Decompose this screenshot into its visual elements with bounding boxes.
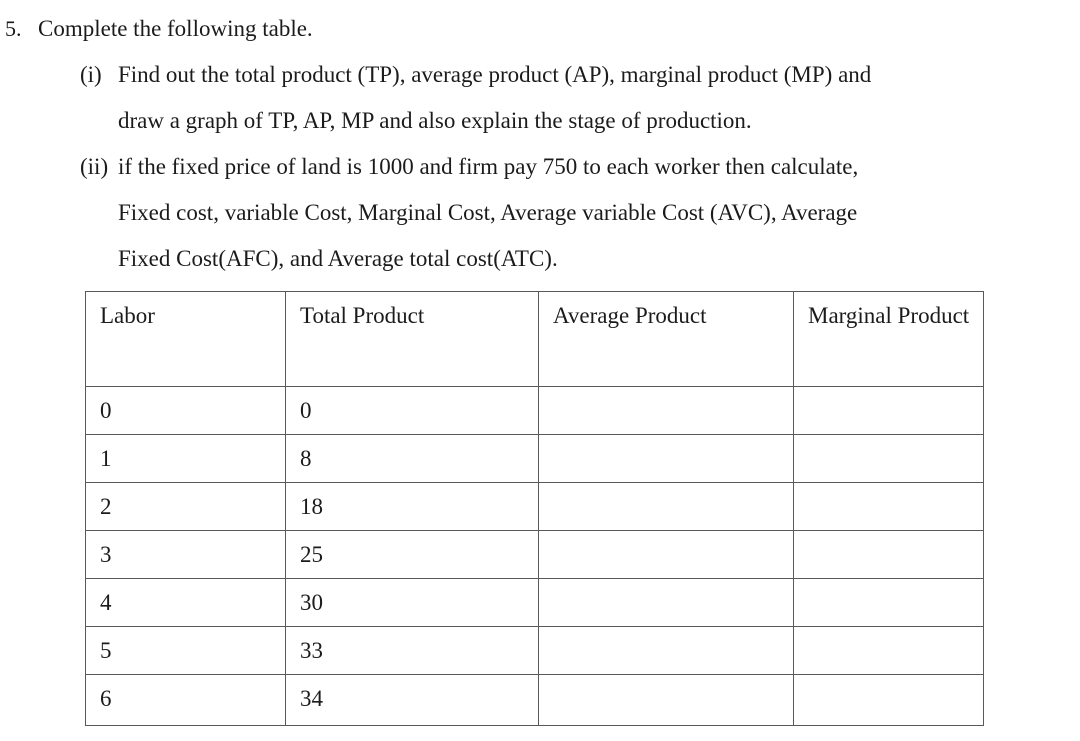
cell-marginal-product: [793, 578, 984, 627]
part-ii-line-2: Fixed cost, variable Cost, Marginal Cost…: [118, 200, 858, 225]
column-header-total-product: Total Product: [285, 291, 539, 387]
question-heading: 5. Complete the following table.: [5, 6, 1080, 52]
question-part-i: (i) Find out the total product (TP), aver…: [5, 52, 1080, 144]
table-row: 0 0: [85, 386, 984, 435]
cell-labor: 2: [85, 482, 286, 531]
cell-average-product: [538, 674, 794, 726]
cell-total-product: 30: [285, 578, 539, 627]
part-ii-label: (ii): [80, 154, 109, 179]
cell-total-product: 8: [285, 434, 539, 483]
cell-average-product: [538, 482, 794, 531]
part-i-line-1: (i) Find out the total product (TP), aver…: [80, 52, 1080, 98]
question-number: 5.: [5, 16, 22, 41]
cell-labor: 3: [85, 530, 286, 579]
worksheet-page: 5. Complete the following table. (i) Find …: [5, 6, 1080, 726]
column-header-average-product: Average Product: [538, 291, 794, 387]
table-row: 6 34: [85, 674, 984, 726]
part-i-line-2: draw a graph of TP, AP, MP and also expl…: [118, 108, 752, 133]
cell-marginal-product: [793, 626, 984, 675]
column-header-marginal-product: Marginal Product: [793, 291, 984, 387]
cell-average-product: [538, 434, 794, 483]
table-row: 1 8: [85, 434, 984, 483]
cell-labor: 6: [85, 674, 286, 726]
cell-total-product: 0: [285, 386, 539, 435]
part-i-text-1: Find out the total product (TP), average…: [118, 62, 872, 87]
cell-average-product: [538, 530, 794, 579]
cell-marginal-product: [793, 434, 984, 483]
cell-total-product: 33: [285, 626, 539, 675]
production-table: Labor Total Product Average Product Marg…: [85, 291, 984, 726]
cell-marginal-product: [793, 530, 984, 579]
part-ii-text-1: if the fixed price of land is 1000 and f…: [118, 154, 859, 179]
cell-average-product: [538, 626, 794, 675]
cell-labor: 0: [85, 386, 286, 435]
table-row: 2 18: [85, 482, 984, 531]
cell-labor: 4: [85, 578, 286, 627]
question-part-ii: (ii) if the fixed price of land is 1000 a…: [5, 144, 1080, 282]
cell-total-product: 18: [285, 482, 539, 531]
table-row: 3 25: [85, 530, 984, 579]
part-i-label: (i): [80, 62, 102, 87]
cell-total-product: 34: [285, 674, 539, 726]
cell-marginal-product: [793, 674, 984, 726]
table-row: 5 33: [85, 626, 984, 675]
part-ii-line-1: (ii) if the fixed price of land is 1000 a…: [80, 144, 1080, 190]
cell-average-product: [538, 578, 794, 627]
table-header-row: Labor Total Product Average Product Marg…: [85, 291, 984, 387]
question-title: Complete the following table.: [38, 16, 313, 41]
cell-marginal-product: [793, 386, 984, 435]
column-header-labor: Labor: [85, 291, 286, 387]
cell-labor: 5: [85, 626, 286, 675]
cell-average-product: [538, 386, 794, 435]
cell-labor: 1: [85, 434, 286, 483]
cell-total-product: 25: [285, 530, 539, 579]
cell-marginal-product: [793, 482, 984, 531]
table-row: 4 30: [85, 578, 984, 627]
part-ii-line-3: Fixed Cost(AFC), and Average total cost(…: [118, 246, 558, 271]
